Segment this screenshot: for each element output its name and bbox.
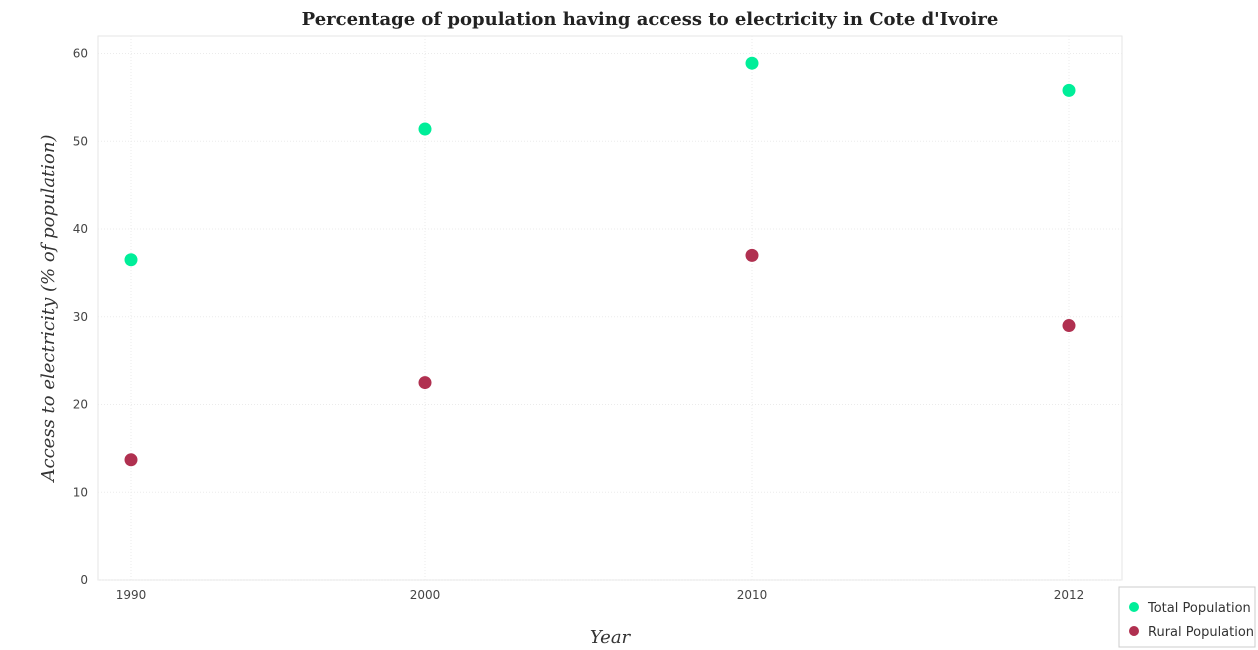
x-tick-label: 2010 (737, 588, 768, 602)
rural-population-point-1990 (124, 453, 138, 467)
x-tick-label: 2012 (1054, 588, 1085, 602)
plot-area (97, 35, 1123, 581)
total-population-point-2000 (418, 122, 432, 136)
legend-box (1118, 586, 1256, 648)
y-tick-label: 10 (73, 485, 88, 499)
legend: Total Population Rural Population (1118, 586, 1256, 648)
y-axis-ticks: 0 10 20 30 40 50 60 (73, 47, 88, 587)
x-axis-label: Year (590, 627, 632, 648)
y-tick-label: 40 (73, 222, 88, 236)
y-axis-label: Access to electricity (% of population) (38, 135, 59, 484)
rural-population-point-2012 (1062, 319, 1076, 333)
y-tick-label: 0 (80, 573, 88, 587)
x-tick-label: 2000 (410, 588, 441, 602)
legend-marker-rural-population (1129, 626, 1139, 636)
legend-marker-total-population (1129, 602, 1139, 612)
y-tick-label: 60 (73, 47, 88, 61)
legend-label-rural-population: Rural Population (1148, 625, 1254, 640)
y-tick-label: 20 (73, 398, 88, 412)
total-population-point-2012 (1062, 83, 1076, 97)
y-tick-label: 50 (73, 134, 88, 148)
y-tick-label: 30 (73, 310, 88, 324)
total-population-point-1990 (124, 253, 138, 267)
data-points (124, 56, 1076, 467)
chart-title: Percentage of population having access t… (302, 9, 999, 30)
rural-population-point-2000 (418, 376, 432, 390)
legend-label-total-population: Total Population (1147, 601, 1251, 616)
total-population-point-2010 (745, 56, 759, 70)
rural-population-point-2010 (745, 248, 759, 262)
x-tick-label: 1990 (116, 588, 147, 602)
x-axis-ticks: 1990 2000 2010 2012 (116, 588, 1085, 602)
